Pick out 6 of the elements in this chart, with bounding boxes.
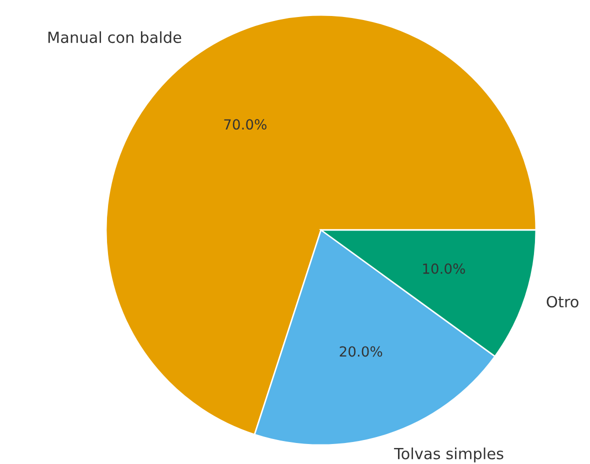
slice-label: Manual con balde: [48, 31, 182, 44]
data-label: 70.0%: [224, 119, 266, 130]
slice-label: Otro: [546, 296, 578, 308]
slice-label: Tolvas simples: [394, 448, 504, 462]
data-label: 20.0%: [340, 346, 382, 357]
data-label: 10.0%: [423, 263, 465, 274]
